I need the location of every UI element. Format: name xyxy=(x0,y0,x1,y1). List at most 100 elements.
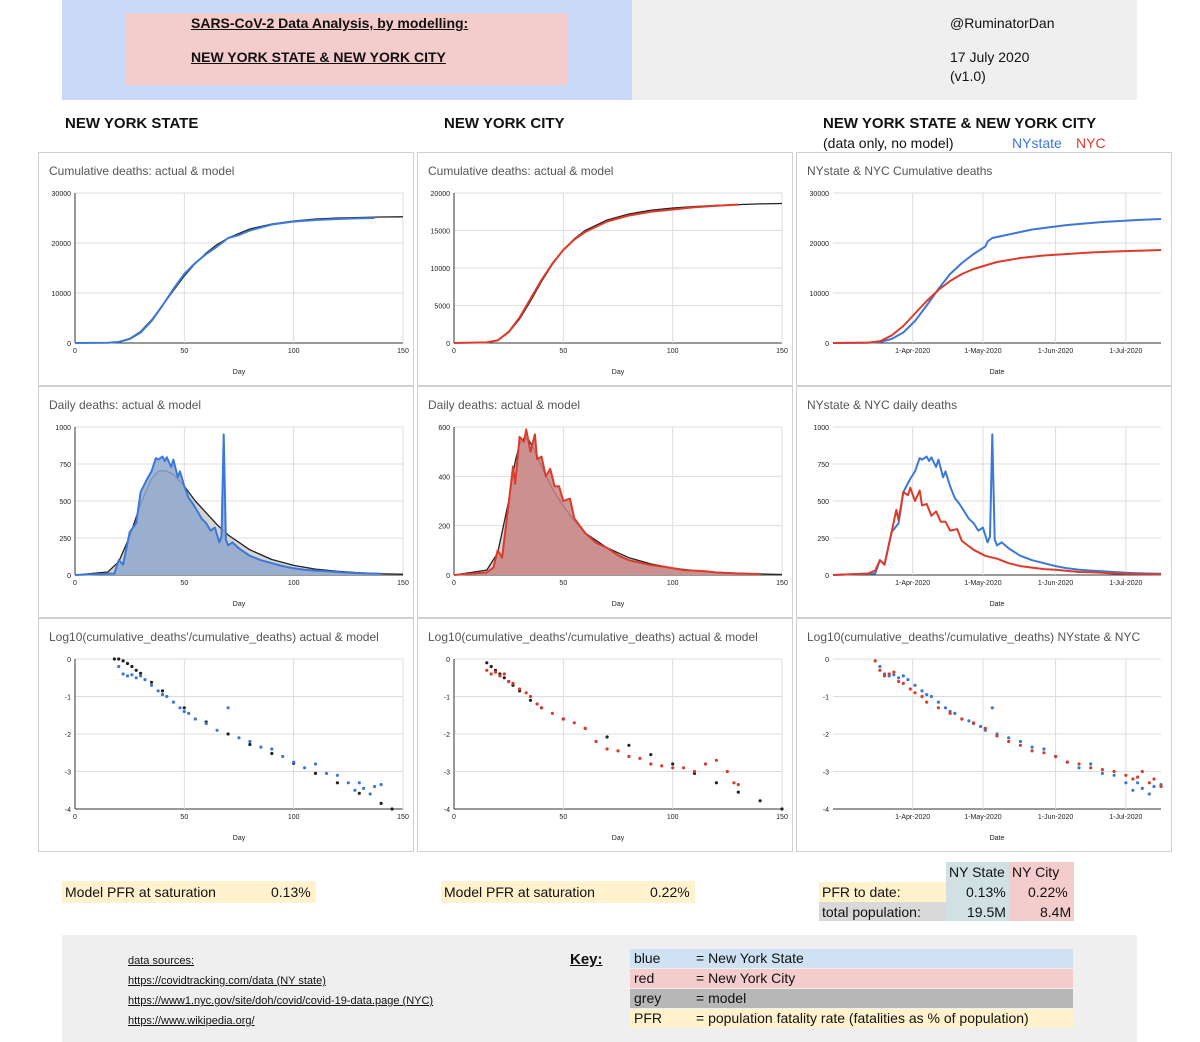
x-tick-label: 50 xyxy=(180,814,188,821)
x-tick-label: 1-Jun-2020 xyxy=(1038,348,1074,355)
source-link-covidtracking[interactable]: https://covidtracking.com/data (NY state… xyxy=(128,975,326,987)
data-point xyxy=(936,706,940,710)
model-line xyxy=(453,202,783,344)
data-point xyxy=(887,672,891,676)
data-point xyxy=(259,745,263,749)
y-tick-label: 750 xyxy=(817,462,829,469)
data-point xyxy=(353,788,357,792)
data-point xyxy=(1152,777,1156,781)
data-point xyxy=(1112,773,1116,777)
y-tick-label: 250 xyxy=(817,536,829,543)
series-line xyxy=(832,218,1162,344)
data-point xyxy=(882,674,887,678)
data-point xyxy=(143,678,147,682)
source-link-nyc-health[interactable]: https://www1.nyc.gov/site/doh/covid/covi… xyxy=(128,995,434,1007)
data-point xyxy=(368,792,372,796)
table-row1-label: PFR to date: xyxy=(822,884,901,900)
chart-both-daily: 0 250 500 750 1000 1-Apr-2020 1-May-2020 1-Jun-… xyxy=(813,425,1162,608)
data-point xyxy=(736,783,740,787)
chart-panel-state-cumulative: Cumulative deaths: actual & model 0 10000… xyxy=(38,152,414,386)
data-point xyxy=(357,781,361,785)
model-point xyxy=(502,676,506,680)
data-point xyxy=(1007,736,1011,740)
data-point xyxy=(878,668,882,672)
data-point xyxy=(535,702,539,706)
key-title: Key: xyxy=(570,951,603,968)
y-tick-label: -1 xyxy=(823,695,829,702)
data-point xyxy=(967,719,971,723)
chart-both-cumulative: 0 10000 20000 30000 1-Apr-2020 1-May-2020 1-Ju… xyxy=(810,191,1162,376)
model-point xyxy=(714,781,718,785)
data-point xyxy=(1112,769,1116,774)
chart-title: NYstate & NYC daily deaths xyxy=(807,398,958,412)
data-point xyxy=(953,711,957,715)
data-point xyxy=(627,754,631,759)
data-point xyxy=(1147,781,1151,785)
data-point xyxy=(583,726,587,730)
data-point xyxy=(920,689,924,693)
header-title-box xyxy=(126,13,568,85)
data-point xyxy=(324,771,329,775)
data-point xyxy=(913,691,917,695)
y-tick-label: 5000 xyxy=(434,304,450,311)
legend-nystate: NYstate xyxy=(1012,135,1062,151)
data-point xyxy=(671,766,675,770)
chart-title: Cumulative deaths: actual & model xyxy=(49,164,235,178)
data-point xyxy=(226,706,230,710)
data-point xyxy=(1100,768,1104,772)
data-point xyxy=(528,694,533,699)
data-point xyxy=(117,664,121,669)
data-point xyxy=(732,781,736,785)
city-pfr-label: Model PFR at saturation xyxy=(444,884,595,900)
data-point xyxy=(489,672,493,676)
chart-title: Log10(cumulative_deaths'/cumulative_deat… xyxy=(428,630,758,644)
data-point xyxy=(960,717,964,721)
data-point xyxy=(485,668,489,672)
data-point xyxy=(362,786,366,790)
y-tick-label: -2 xyxy=(65,732,71,739)
data-point xyxy=(594,739,598,744)
model-point xyxy=(489,664,493,669)
key-row-grey: grey = model xyxy=(630,989,1073,1008)
y-tick-label: 0 xyxy=(825,573,829,580)
chart-both-log: 0 -1 -2 -3 -4 1-Apr-2020 1-May-2020 1-Jun-2020 1… xyxy=(823,657,1163,842)
data-point xyxy=(906,678,910,682)
data-point xyxy=(1124,781,1128,785)
data-point xyxy=(524,691,528,695)
data-point xyxy=(1136,781,1140,785)
y-tick-label: 1000 xyxy=(55,425,71,432)
data-point xyxy=(121,672,125,676)
model-point xyxy=(528,698,533,702)
state-pfr-value: 0.13% xyxy=(271,884,311,900)
table-header-ny: NY State xyxy=(949,864,1005,880)
y-tick-label: 200 xyxy=(438,524,450,531)
data-point xyxy=(346,781,350,785)
y-tick-label: 500 xyxy=(817,499,829,506)
data-point xyxy=(1140,786,1144,790)
y-tick-label: 600 xyxy=(438,425,450,432)
x-tick-label: 100 xyxy=(288,580,300,587)
source-link-wikipedia[interactable]: https://www.wikipedia.org/ xyxy=(128,1015,255,1027)
y-tick-label: -3 xyxy=(823,770,829,777)
y-tick-label: -4 xyxy=(65,807,71,814)
chart-panel-city-log: Log10(cumulative_deaths'/cumulative_deat… xyxy=(417,618,793,852)
data-point xyxy=(714,758,718,762)
y-tick-label: -3 xyxy=(444,770,450,777)
data-area xyxy=(454,429,761,575)
data-point xyxy=(248,739,252,744)
y-tick-label: 0 xyxy=(446,657,450,664)
model-point xyxy=(160,689,165,693)
table-col-ny-bg xyxy=(946,862,1009,921)
state-pfr-box xyxy=(62,881,316,903)
chart-state-daily: 0 250 500 750 1000 0 50 100 150 Day xyxy=(55,425,409,608)
data-point xyxy=(995,734,999,738)
x-axis-label: Day xyxy=(233,601,246,608)
chart-panel-state-daily: Daily deaths: actual & model 0 250 500 750 1… xyxy=(38,386,414,618)
table-row1-label-bg xyxy=(819,882,946,902)
report-version: (v1.0) xyxy=(950,68,986,84)
data-point xyxy=(1089,766,1093,770)
data-point xyxy=(920,694,924,699)
x-tick-label: 100 xyxy=(288,814,300,821)
section-title-both: NEW YORK STATE & NEW YORK CITY xyxy=(823,115,1097,132)
